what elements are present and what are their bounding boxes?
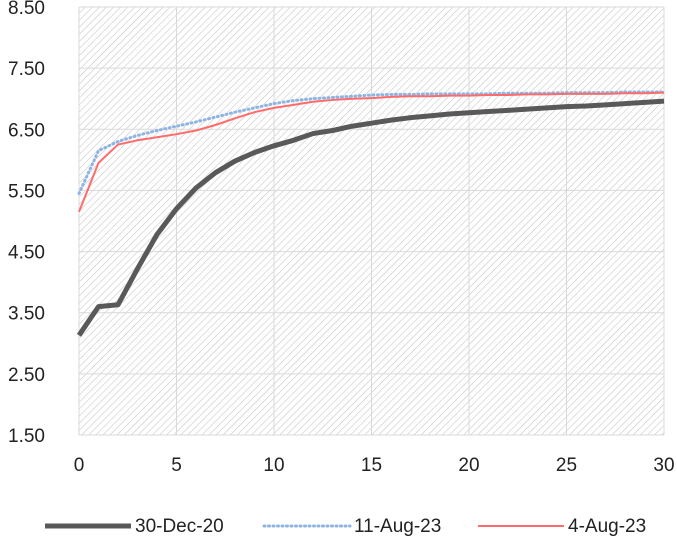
x-tick-label: 25	[556, 455, 577, 476]
legend: 30-Dec-20 11-Aug-23 4-Aug-23	[45, 516, 646, 537]
legend-label-3: 4-Aug-23	[568, 516, 646, 537]
x-tick-label: 0	[74, 455, 85, 476]
x-tick-label: 15	[361, 455, 382, 476]
x-tick-label: 5	[171, 455, 182, 476]
y-tick-label: 1.50	[8, 426, 45, 447]
y-axis-ticks: 1.50 2.50 3.50 4.50 5.50 6.50 7.50 8.50	[8, 0, 45, 447]
y-tick-label: 8.50	[8, 0, 45, 19]
x-tick-label: 20	[458, 455, 479, 476]
y-tick-label: 4.50	[8, 243, 45, 264]
gridlines	[78, 6, 665, 436]
legend-label-2: 11-Aug-23	[354, 516, 441, 537]
y-tick-label: 5.50	[8, 181, 45, 202]
series-line-3	[78, 91, 665, 213]
y-tick-label: 6.50	[8, 120, 45, 141]
x-tick-label: 10	[263, 455, 284, 476]
x-tick-label: 30	[653, 455, 674, 476]
series-line-2	[77, 90, 666, 195]
x-axis-ticks: 0 5 10 15 20 25 30	[74, 455, 675, 476]
legend-label-1: 30-Dec-20	[135, 516, 224, 537]
y-tick-label: 7.50	[8, 59, 45, 80]
y-tick-label: 2.50	[8, 365, 45, 386]
series-lines	[76, 90, 666, 337]
y-tick-label: 3.50	[8, 304, 45, 325]
series-line-1	[76, 98, 665, 337]
